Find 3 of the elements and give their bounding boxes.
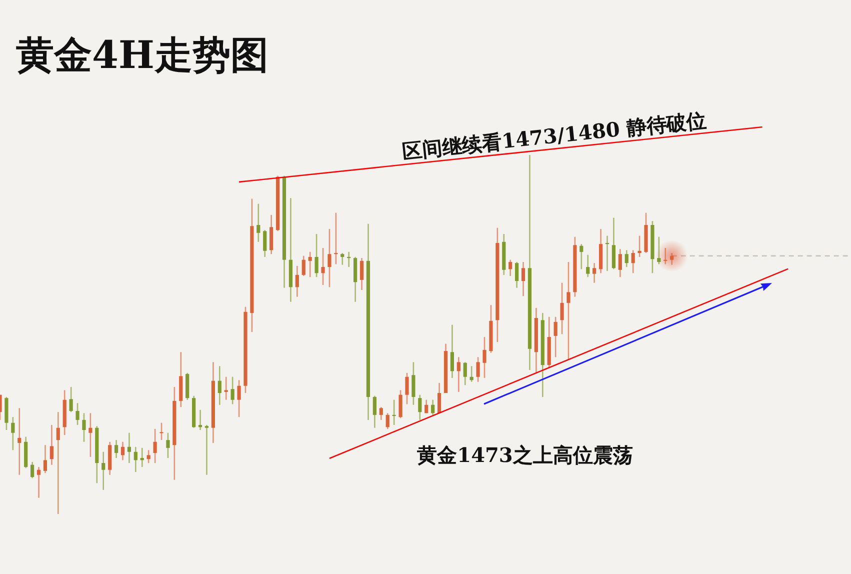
chart-title: 黄金4H走势图 — [16, 32, 268, 77]
annotation: 黄金1473之上高位震荡 — [416, 443, 633, 467]
annotation: 区间继续看1473/1480 静待破位 — [401, 108, 708, 164]
